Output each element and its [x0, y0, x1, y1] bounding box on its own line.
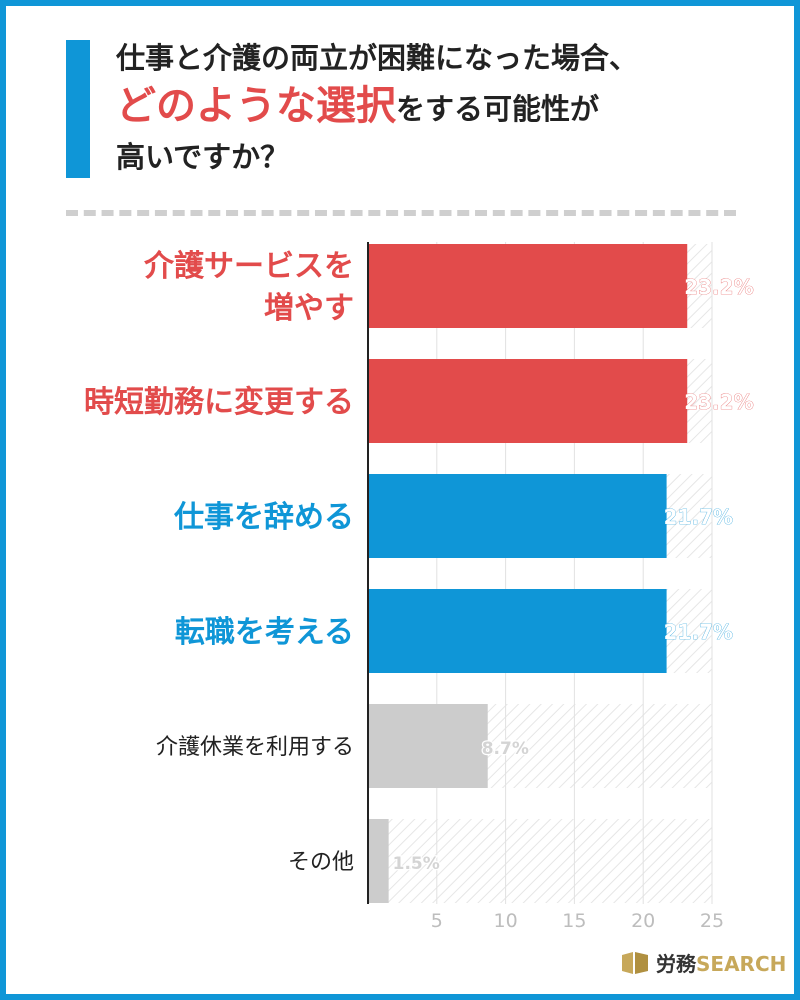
value-label: 21.7% [664, 620, 733, 644]
value-label: 1.5% [393, 854, 440, 874]
logo-text: 労務SEARCH [656, 948, 786, 977]
category-label: 仕事を辞める [173, 500, 354, 535]
value-label: 23.2% [684, 275, 753, 299]
category-label: その他 [288, 850, 354, 875]
bar [368, 819, 389, 903]
title-highlight: どのような選択 [116, 83, 396, 129]
x-tick-label: 20 [631, 910, 655, 932]
title-line-3: 高いですか？ [116, 140, 290, 174]
grid-layer [368, 242, 713, 904]
axis-layer: 5 10 15 20 25 [367, 242, 724, 932]
category-label: 介護サービスを [143, 249, 354, 284]
category-label: 増やす [264, 291, 354, 326]
value-label: 8.7% [482, 739, 529, 759]
value-label: 23.2% [684, 390, 753, 414]
logo: 労務SEARCH [622, 946, 786, 978]
title-accent-bar [66, 40, 90, 178]
x-tick-label: 10 [494, 910, 518, 932]
bar-track [368, 819, 712, 903]
x-tick-label: 25 [700, 910, 724, 932]
chart-title: 仕事と介護の両立が困難になった場合、 どのような選択をする可能性が 高いですか？ [116, 36, 776, 179]
book-logo-icon [622, 952, 648, 974]
logo-text-accent: SEARCH [696, 951, 787, 976]
bar [368, 704, 488, 788]
title-line-1: 仕事と介護の両立が困難になった場合、 [116, 41, 639, 75]
dashed-divider [66, 210, 736, 216]
bar [368, 244, 688, 328]
bar [368, 359, 688, 443]
x-tick-label: 15 [562, 910, 586, 932]
category-label: 転職を考える [175, 615, 354, 650]
bar [368, 474, 667, 558]
title-line-2: どのような選択をする可能性が [116, 80, 776, 135]
value-label: 21.7% [664, 505, 733, 529]
category-label: 時短勤務に変更する [84, 385, 354, 420]
title-line-2-rest: をする可能性が [396, 92, 600, 126]
bar [368, 589, 667, 673]
logo-text-prefix: 労務 [656, 951, 696, 976]
category-label: 介護休業を利用する [156, 735, 354, 760]
bars-layer [368, 244, 688, 903]
x-tick-label: 5 [431, 910, 443, 932]
